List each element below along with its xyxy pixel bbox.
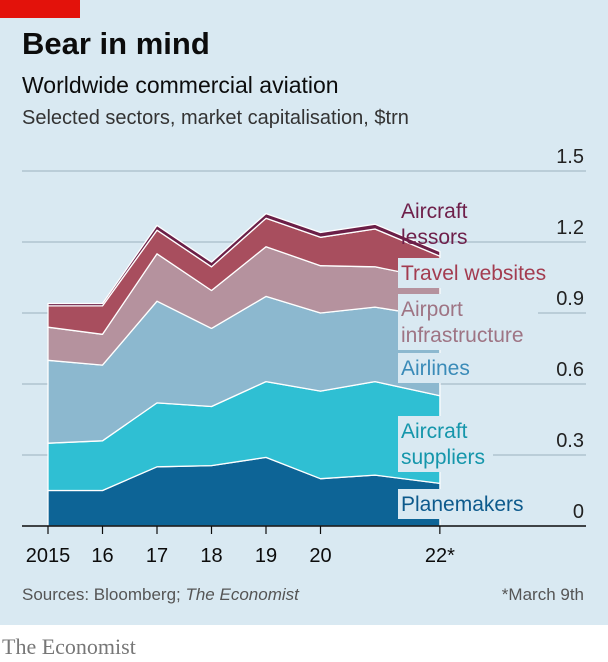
series-label-line: Aircraft: [401, 200, 468, 223]
y-tick-label: 0.6: [556, 359, 584, 381]
chart-subtitle: Worldwide commercial aviation: [22, 72, 339, 98]
y-tick-label: 0: [573, 501, 584, 523]
source-prefix: Sources: Bloomberg;: [22, 585, 186, 604]
area-5: [47, 212, 441, 307]
series-label-background: [398, 489, 523, 519]
series-label-line: infrastructure: [401, 324, 524, 347]
series-label-line: suppliers: [401, 446, 485, 469]
y-tick-label: 0.3: [556, 430, 584, 452]
series-label-4: Travel websites: [401, 262, 546, 285]
source-publication: The Economist: [185, 585, 299, 604]
series-label-background: [398, 416, 493, 472]
series-label-3: Airport infrastructure: [401, 298, 524, 347]
brand-wordmark: The Economist: [2, 634, 136, 659]
x-tick-label: 22*: [425, 545, 455, 567]
chart-description: Selected sectors, market capitalisation,…: [22, 107, 409, 129]
date-footnote: *March 9th: [501, 585, 584, 604]
series-label-line: lessors: [401, 226, 468, 249]
series-label-line: Airport: [401, 298, 463, 321]
series-label-background: [398, 294, 538, 350]
series-label-0: Planemakers: [401, 493, 524, 516]
y-tick-label: 1.2: [556, 217, 584, 239]
series-label-background: [398, 353, 478, 383]
x-tick-label: 20: [309, 545, 331, 567]
series-label-line: Aircraft: [401, 420, 468, 443]
x-tick-label: 19: [255, 545, 277, 567]
x-tick-label: 16: [91, 545, 113, 567]
y-tick-label: 1.5: [556, 146, 584, 168]
x-tick-label: 18: [200, 545, 222, 567]
series-label-1: Aircraft suppliers: [401, 420, 485, 469]
series-label-5: Aircraft lessors: [401, 200, 468, 249]
y-tick-label: 0.9: [556, 288, 584, 310]
x-tick-label: 17: [146, 545, 168, 567]
series-label-2: Airlines: [401, 357, 470, 380]
series-label-line: Travel websites: [401, 262, 546, 285]
series-label-line: Planemakers: [401, 493, 524, 516]
x-tick-label: 2015: [26, 545, 71, 567]
series-label-background: [398, 258, 553, 288]
chart-title: Bear in mind: [22, 26, 210, 61]
source-note: Sources: Bloomberg; The Economist: [22, 585, 299, 605]
series-label-line: Airlines: [401, 357, 470, 380]
economist-red-tab: [0, 0, 80, 18]
